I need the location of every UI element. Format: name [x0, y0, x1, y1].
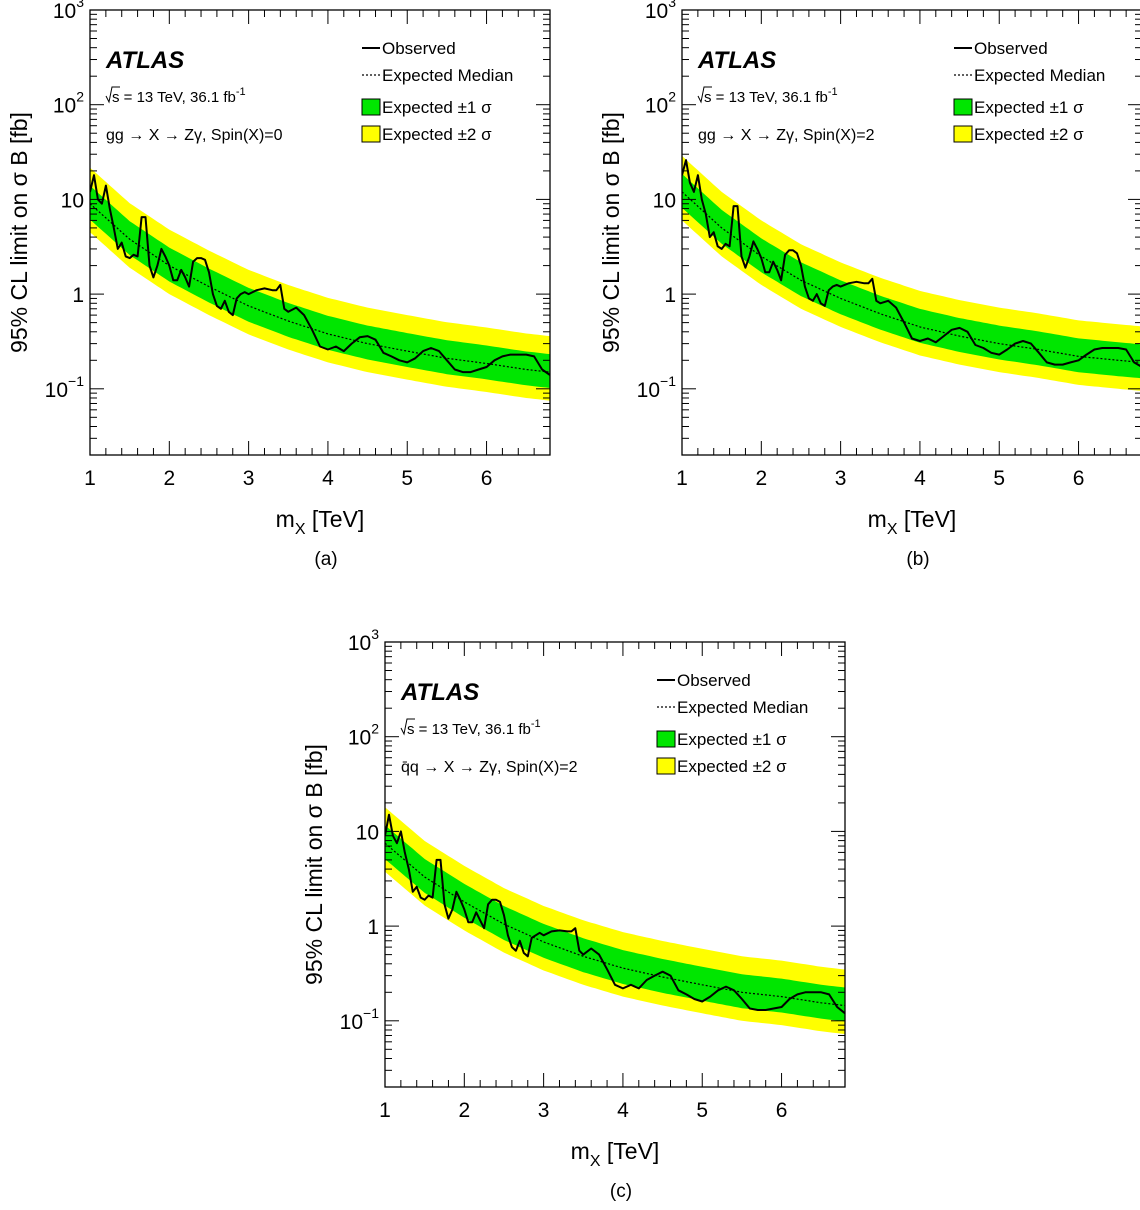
x-axis-title: mX [TeV]	[276, 506, 365, 538]
y-tick-label: 103	[53, 0, 84, 23]
legend-band1-label: Expected ±1 σ	[677, 730, 787, 749]
plot-area	[90, 167, 550, 401]
y-tick-label: 10	[61, 189, 84, 212]
y-tick-label: 10−1	[340, 1005, 380, 1034]
x-tick-label: 4	[914, 467, 926, 490]
sqrt-sign	[105, 86, 120, 104]
legend: Observed Expected Median Expected ±1 σ Expe…	[361, 39, 513, 144]
x-axis-title: mX [TeV]	[571, 1138, 660, 1170]
x-tick-label: 2	[755, 467, 767, 490]
legend: Observed Expected Median Expected ±1 σ Expe…	[953, 39, 1105, 144]
legend-observed-label: Observed	[677, 671, 751, 690]
legend-observed-label: Observed	[974, 39, 1048, 58]
legend-band1-label: Expected ±1 σ	[974, 98, 1084, 117]
legend-band1-swatch	[361, 98, 381, 116]
x-tick-label: 5	[401, 467, 413, 490]
plot-frame	[89, 9, 551, 456]
legend-observed-label: Observed	[382, 39, 456, 58]
legend-band2-swatch	[361, 125, 381, 143]
expected-median-line	[90, 203, 550, 373]
plot-area	[682, 155, 1140, 391]
x-tick-label: 4	[617, 1099, 629, 1122]
legend-band2-label: Expected ±2 σ	[974, 125, 1084, 144]
legend-band1-swatch	[953, 98, 973, 116]
x-tick-label: 5	[993, 467, 1005, 490]
legend-band2-label: Expected ±2 σ	[677, 757, 787, 776]
y-tick-label: 10−1	[637, 373, 677, 402]
chart-panel: 1 2 3 4 5 6 10−1 1 10 102 103 mX [TeV] 95% CL limit …	[301, 626, 846, 1202]
observed-line	[385, 813, 845, 1015]
process-label: q̄q → X → Zγ, Spin(X)=2	[401, 759, 578, 776]
experiment-label: ATLAS	[400, 679, 479, 706]
legend-band2-label: Expected ±2 σ	[382, 125, 492, 144]
chart-panel: 1 2 3 4 5 6 10−1 1 10 102 103 mX [TeV] 95% CL limit …	[6, 0, 551, 570]
x-tick-label: 4	[322, 467, 334, 490]
y-tick-label: 10	[653, 189, 676, 212]
y-tick-label: 103	[645, 0, 676, 23]
energy-label: s = 13 TeV, 36.1 fb-1	[697, 86, 838, 106]
chart-panel: 1 2 3 4 5 6 10−1 1 10 102 103 mX [TeV] 95% CL limit …	[598, 0, 1140, 570]
observed-line	[90, 174, 550, 376]
energy-text: s = 13 TeV, 36.1 fb-1	[704, 86, 838, 106]
y-tick-label: 102	[645, 89, 676, 118]
x-tick-label: 3	[243, 467, 255, 490]
y-tick-label: 103	[348, 626, 379, 655]
panel-caption: (b)	[906, 549, 929, 570]
energy-label: s = 13 TeV, 36.1 fb-1	[400, 718, 541, 738]
legend: Observed Expected Median Expected ±1 σ Expe…	[656, 671, 808, 776]
y-tick-label: 102	[53, 89, 84, 118]
experiment-label: ATLAS	[697, 47, 776, 74]
panel-caption: (a)	[314, 549, 337, 570]
experiment-label: ATLAS	[105, 47, 184, 74]
y-tick-label: 1	[72, 284, 84, 307]
sqrt-sign	[400, 718, 415, 736]
legend-expected-label: Expected Median	[974, 66, 1105, 85]
plot-frame	[681, 9, 1140, 456]
legend-band1-swatch	[656, 730, 676, 748]
y-tick-label: 1	[664, 284, 676, 307]
expected-median-line	[682, 191, 1140, 363]
observed-line	[682, 159, 1140, 367]
plot-area	[385, 807, 845, 1034]
legend-band2-swatch	[656, 757, 676, 775]
band-1-sigma	[385, 825, 845, 1022]
legend-expected-label: Expected Median	[677, 698, 808, 717]
process-label: gg → X → Zγ, Spin(X)=2	[698, 127, 875, 144]
x-tick-label: 1	[379, 1099, 391, 1122]
y-axis-title: 95% CL limit on σ B [fb]	[301, 744, 327, 985]
sqrt-sign	[697, 86, 712, 104]
x-tick-label: 5	[696, 1099, 708, 1122]
x-axis-title: mX [TeV]	[868, 506, 957, 538]
y-tick-label: 1	[367, 916, 379, 939]
y-tick-label: 10	[356, 821, 379, 844]
y-axis-title: 95% CL limit on σ B [fb]	[6, 112, 32, 353]
plot-frame	[384, 641, 846, 1088]
x-tick-label: 2	[458, 1099, 470, 1122]
y-tick-label: 102	[348, 721, 379, 750]
x-tick-label: 6	[1073, 467, 1085, 490]
band-1-sigma	[90, 185, 550, 388]
x-tick-label: 1	[84, 467, 96, 490]
x-tick-label: 1	[676, 467, 688, 490]
legend-band1-label: Expected ±1 σ	[382, 98, 492, 117]
energy-text: s = 13 TeV, 36.1 fb-1	[112, 86, 246, 106]
y-tick-label: 10−1	[45, 373, 85, 402]
x-tick-label: 3	[835, 467, 847, 490]
y-axis-title: 95% CL limit on σ B [fb]	[598, 112, 624, 353]
x-tick-label: 6	[481, 467, 493, 490]
legend-expected-label: Expected Median	[382, 66, 513, 85]
x-tick-label: 6	[776, 1099, 788, 1122]
energy-text: s = 13 TeV, 36.1 fb-1	[407, 718, 541, 738]
process-label: gg → X → Zγ, Spin(X)=0	[106, 127, 283, 144]
x-tick-label: 3	[538, 1099, 550, 1122]
legend-band2-swatch	[953, 125, 973, 143]
energy-label: s = 13 TeV, 36.1 fb-1	[105, 86, 246, 106]
panel-caption: (c)	[610, 1181, 632, 1202]
x-tick-label: 2	[163, 467, 175, 490]
